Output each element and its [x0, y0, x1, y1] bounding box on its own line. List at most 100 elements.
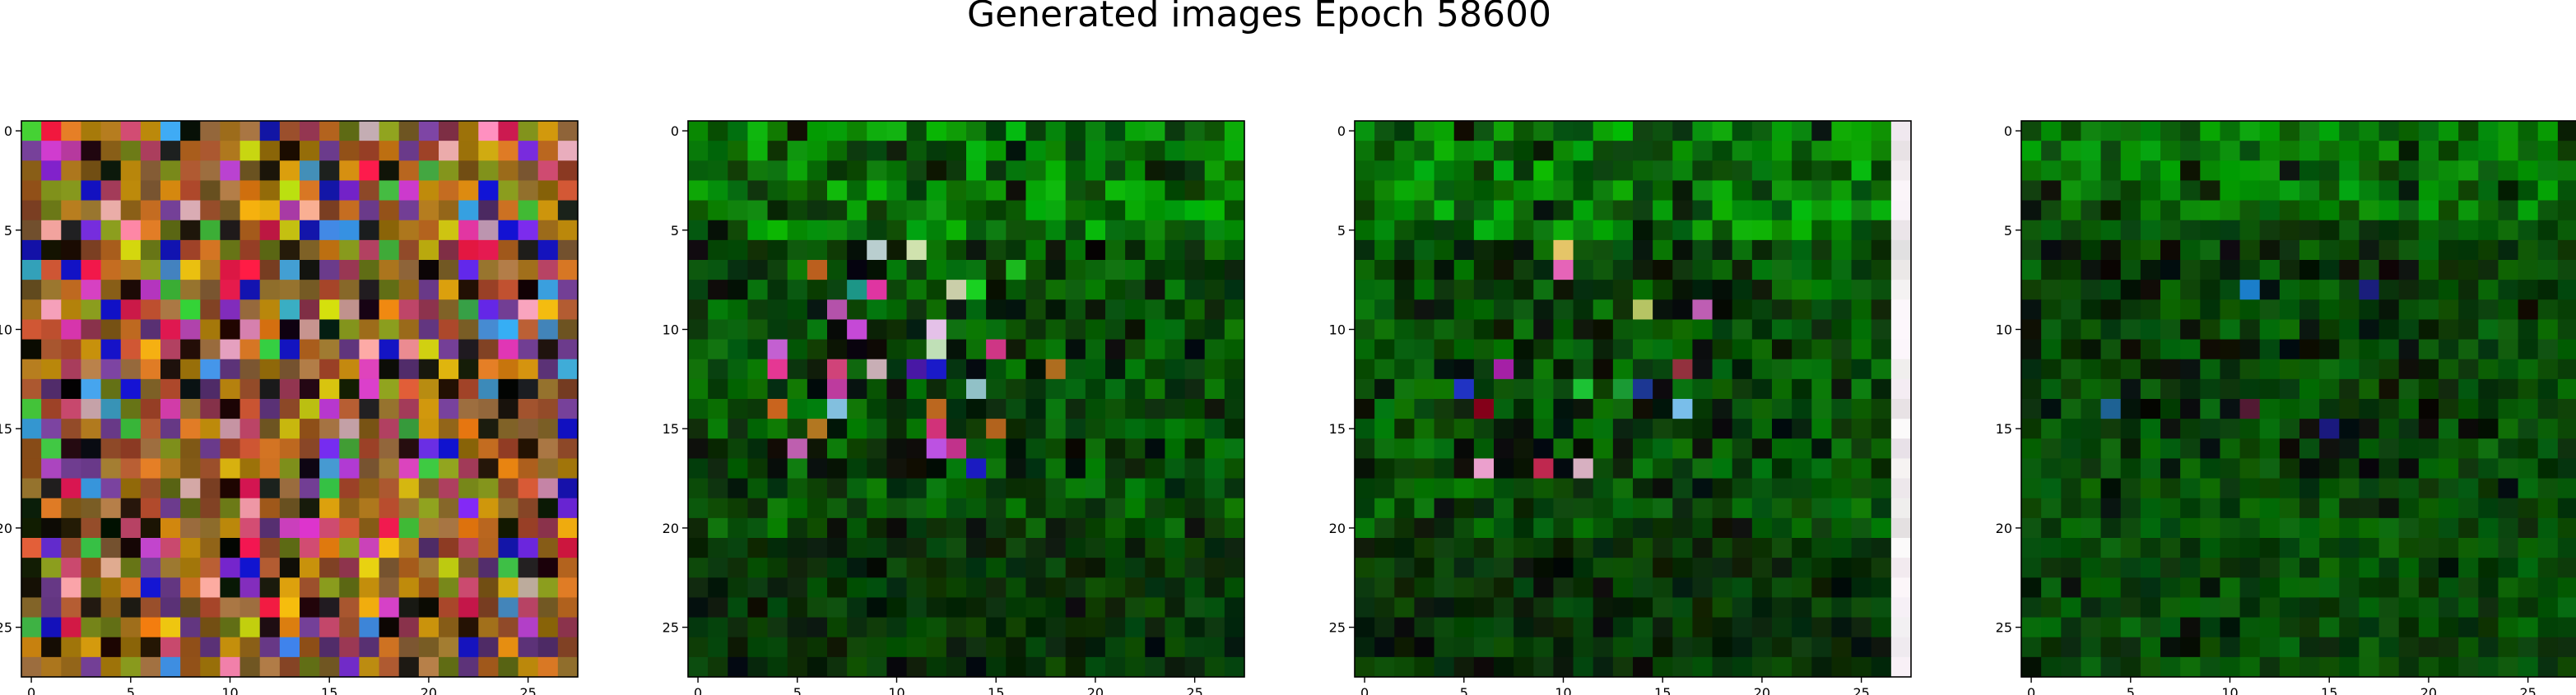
- pixel: [2220, 419, 2240, 439]
- pixel: [101, 518, 122, 539]
- pixel: [1872, 479, 1892, 499]
- pixel: [439, 220, 459, 241]
- pixel: [101, 657, 122, 678]
- pixel: [1811, 637, 1832, 658]
- pixel: [1633, 340, 1653, 360]
- pixel: [141, 657, 161, 678]
- pixel: [2419, 577, 2439, 598]
- pixel: [1434, 558, 1455, 578]
- pixel: [2458, 438, 2479, 459]
- pixel: [2359, 577, 2379, 598]
- pixel: [2081, 340, 2101, 360]
- pixel: [1831, 180, 1852, 201]
- pixel: [1891, 340, 1912, 360]
- pixel: [2081, 458, 2101, 479]
- pixel: [1852, 518, 1872, 539]
- pixel: [2339, 657, 2360, 678]
- pixel: [1066, 240, 1086, 261]
- pixel: [2180, 518, 2201, 539]
- pixel: [2240, 319, 2261, 340]
- pixel: [1633, 618, 1653, 638]
- pixel: [260, 220, 281, 241]
- pixel: [2220, 438, 2240, 459]
- pixel: [2240, 657, 2261, 678]
- pixel: [2299, 538, 2320, 558]
- pixel: [1086, 538, 1106, 558]
- pixel: [1434, 121, 1455, 141]
- pixel: [339, 280, 360, 300]
- pixel: [1852, 201, 1872, 221]
- pixel: [1474, 438, 1495, 459]
- pixel: [41, 359, 62, 380]
- pixel: [708, 121, 728, 141]
- pixel: [1145, 220, 1165, 241]
- pixel: [2280, 220, 2300, 241]
- pixel: [1025, 637, 1046, 658]
- pixel: [1713, 121, 1733, 141]
- pixel: [538, 558, 559, 578]
- pixel: [986, 319, 1007, 340]
- pixel: [1672, 577, 1693, 598]
- pixel: [847, 597, 867, 618]
- pixel: [688, 260, 709, 280]
- pixel: [1454, 319, 1475, 340]
- pixel: [180, 657, 201, 678]
- pixel: [21, 657, 42, 678]
- pixel: [2260, 558, 2281, 578]
- pixel: [2200, 121, 2220, 141]
- pixel: [2021, 340, 2042, 360]
- pixel: [1434, 657, 1455, 678]
- pixel: [21, 359, 42, 380]
- pixel: [260, 498, 281, 519]
- pixel: [1811, 340, 1832, 360]
- pixel: [1025, 597, 1046, 618]
- pixel: [81, 618, 101, 638]
- pixel: [1046, 280, 1067, 300]
- pixel: [1891, 458, 1912, 479]
- pixel: [1653, 618, 1673, 638]
- pixel: [81, 379, 101, 400]
- pixel: [2081, 299, 2101, 320]
- pixel: [1811, 438, 1832, 459]
- pixel: [1692, 657, 1713, 678]
- pixel: [768, 657, 788, 678]
- pixel: [2439, 379, 2459, 400]
- pixel: [61, 419, 81, 439]
- pixel: [121, 299, 142, 320]
- pixel: [1006, 160, 1026, 181]
- pixel: [1553, 438, 1574, 459]
- pixel: [1574, 379, 1594, 400]
- pixel: [886, 240, 907, 261]
- pixel: [2061, 558, 2081, 578]
- pixel: [827, 340, 848, 360]
- pixel: [927, 538, 947, 558]
- pixel: [728, 180, 748, 201]
- pixel: [319, 657, 340, 678]
- pixel: [2160, 597, 2181, 618]
- pixel: [1434, 399, 1455, 419]
- pixel: [2379, 597, 2400, 618]
- pixel: [220, 637, 240, 658]
- pixel: [1185, 299, 1206, 320]
- pixel: [2439, 558, 2459, 578]
- pixel: [1105, 201, 1126, 221]
- pixel: [1474, 577, 1495, 598]
- pixel: [2458, 260, 2479, 280]
- pixel: [319, 438, 340, 459]
- pixel: [339, 577, 360, 598]
- pixel: [847, 399, 867, 419]
- pixel: [478, 558, 499, 578]
- pixel: [21, 260, 42, 280]
- pixel: [2419, 299, 2439, 320]
- pixel: [1394, 657, 1415, 678]
- pixel: [1692, 458, 1713, 479]
- pixel: [2021, 220, 2042, 241]
- pixel: [1891, 121, 1912, 141]
- pixel: [2081, 280, 2101, 300]
- pixel: [1852, 121, 1872, 141]
- pixel: [260, 340, 281, 360]
- pixel: [558, 220, 579, 241]
- pixel: [558, 379, 579, 400]
- pixel: [1086, 458, 1106, 479]
- pixel: [1752, 319, 1773, 340]
